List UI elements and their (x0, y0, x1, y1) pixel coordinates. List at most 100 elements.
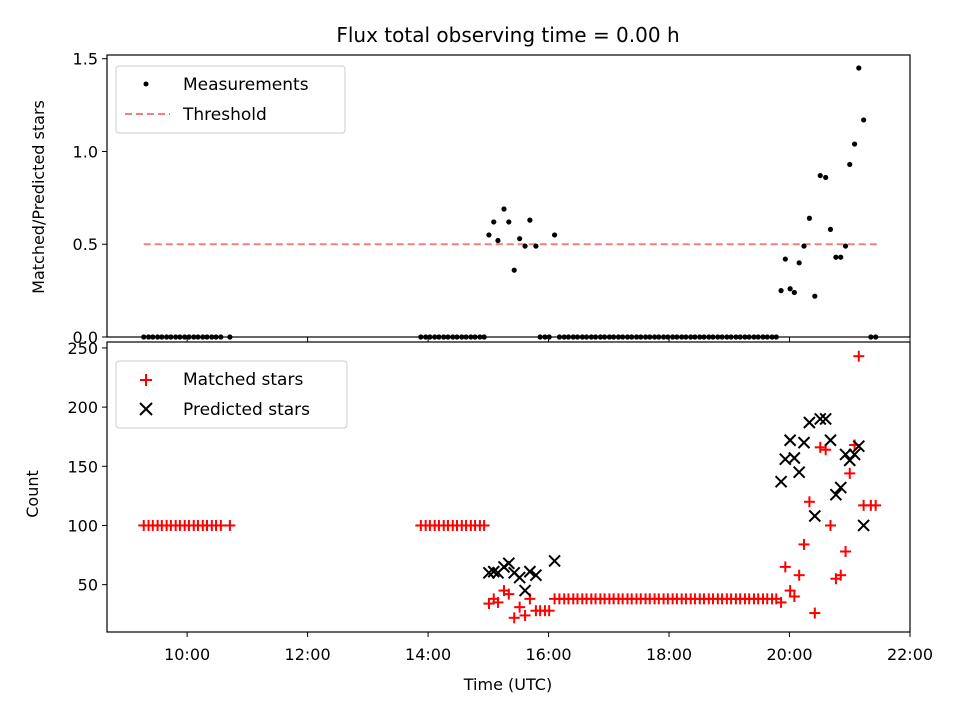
measurement-point (177, 334, 183, 340)
predicted-star-point (819, 412, 832, 426)
ratio-legend-frame (115, 65, 346, 134)
measurement-point (200, 334, 206, 340)
measurement-point (511, 267, 517, 273)
predicted-star-point (529, 568, 543, 582)
measurement-point (574, 334, 581, 340)
measurement-point (647, 334, 653, 340)
measurement-point (796, 260, 802, 266)
predicted-star-point (487, 565, 500, 578)
predicted-star-point (852, 439, 866, 453)
measurement-point (733, 334, 739, 340)
measurement-point (706, 334, 712, 340)
measurement-point (782, 256, 788, 262)
measurement-point (486, 232, 492, 238)
measurement-point (423, 334, 429, 340)
measurement-point (661, 334, 667, 340)
predicted-star-point (808, 509, 822, 523)
matched-star-point (478, 519, 490, 531)
measurement-point (227, 334, 233, 340)
y-tick-label: 250 (67, 339, 98, 358)
measurement-point (195, 334, 201, 340)
measurement-point (688, 334, 694, 340)
predicted-star-point (857, 519, 870, 532)
measurement-point (501, 206, 507, 212)
matched-star-point (779, 561, 791, 573)
measurement-point (728, 334, 734, 340)
matched-star-point (870, 499, 882, 511)
y-tick-label: 0.0 (73, 328, 98, 347)
measurement-point (847, 161, 853, 168)
measurement-point (651, 334, 658, 340)
measurement-point (468, 334, 474, 340)
x-tick-label: 18:00 (646, 645, 692, 664)
measurement-point (164, 334, 170, 340)
measurement-point (459, 334, 465, 340)
x-tick-label: 20:00 (766, 645, 812, 664)
y-tick-label: 1.5 (73, 50, 98, 69)
predicted-star-point (502, 557, 516, 570)
matched-star-point (492, 596, 504, 608)
predicted-star-point (829, 488, 843, 501)
legend-predicted-label: Predicted stars (183, 400, 310, 420)
measurement-point (674, 334, 680, 340)
measurement-point (665, 334, 671, 340)
measurement-point (155, 334, 161, 340)
measurement-point (218, 334, 224, 340)
chart-title: Flux total observing time = 0.00 h (336, 23, 679, 47)
measurement-point (141, 334, 147, 340)
measurement-point (710, 334, 716, 340)
measurement-point (150, 334, 156, 340)
matched-star-point (803, 496, 815, 508)
ratio-y-ticks: 0.0 0.5 1.0 1.5 (73, 50, 107, 347)
measurement-point (656, 334, 662, 340)
count-panel: 50 100 150 200 250 10:00 12:00 14:00 16:00 18:00… (23, 339, 933, 694)
measurement-point (432, 334, 438, 340)
measurement-point (159, 334, 165, 340)
measurement-point (477, 334, 483, 340)
predicted-star-point (797, 436, 811, 449)
count-legend-frame (115, 360, 348, 429)
ratio-panel-frame (106, 54, 911, 338)
matched-star-point (224, 519, 236, 531)
predicted-star-point (518, 584, 532, 597)
measurement-point (506, 219, 512, 225)
predicted-star-point (824, 434, 837, 447)
measurement-point (191, 334, 197, 340)
legend-matched-label: Matched stars (183, 370, 303, 390)
measurement-point (472, 334, 478, 340)
measurement-point (642, 334, 649, 340)
measurement-point (204, 334, 210, 340)
measurement-point (620, 334, 626, 340)
matched-star-point (824, 519, 836, 531)
measurement-point (764, 334, 770, 340)
measurement-points (141, 65, 879, 340)
measurement-point (606, 334, 613, 340)
measurement-point (823, 174, 829, 181)
x-tick-label: 14:00 (405, 645, 451, 664)
measurement-point (436, 334, 442, 340)
measurement-point (209, 334, 215, 340)
matched-star-point (835, 569, 847, 581)
ratio-y-axis-label: Matched/Predicted stars (29, 100, 48, 294)
measurement-point (601, 334, 608, 340)
measurement-point (719, 334, 725, 340)
measurement-point (692, 334, 698, 340)
matched-star-point (784, 585, 796, 597)
measurement-point (418, 334, 424, 340)
measurement-point (838, 254, 844, 260)
measurement-point (551, 232, 558, 238)
measurement-point (773, 334, 779, 340)
x-tick-label: 12:00 (285, 645, 331, 664)
measurement-point (633, 334, 640, 340)
legend-matched-marker (140, 374, 152, 386)
measurement-point (495, 237, 501, 244)
measurement-point (737, 334, 743, 340)
matched-star-point (798, 538, 810, 550)
legend-predicted-marker (139, 402, 153, 416)
measurement-point (481, 334, 487, 340)
y-tick-label: 0.5 (73, 235, 98, 254)
measurement-point (213, 334, 219, 340)
matched-star-point (809, 607, 821, 619)
measurement-point (861, 117, 867, 123)
